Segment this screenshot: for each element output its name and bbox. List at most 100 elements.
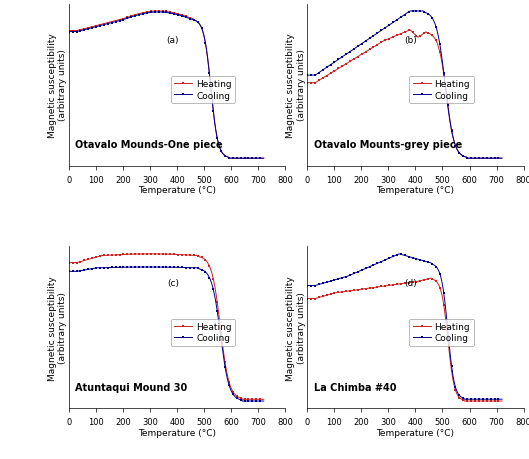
Cooling [434,31,441,36]
Line: Heating: Heating [68,253,265,400]
Cooling [392,19,398,25]
Cooling [392,253,398,259]
Text: Atuntaqui Mound 30: Atuntaqui Mound 30 [75,382,187,392]
Cooling [196,22,203,28]
Cooling [304,283,310,289]
Heating [100,22,106,28]
Heating [392,34,398,39]
Cooling [464,156,470,162]
Heating [419,278,425,283]
Cooling [461,397,468,402]
Heating [147,252,153,257]
Heating [239,397,245,402]
Heating [407,28,413,34]
Cooling [213,300,219,306]
Heating [154,252,160,257]
Cooling [419,9,425,15]
Cooling [304,73,310,78]
Cooling [499,156,505,162]
Text: (a): (a) [167,36,179,45]
Cooling [196,267,203,272]
Cooling [116,19,122,24]
Heating [100,253,106,259]
Text: Otavalo Mounts-grey piece: Otavalo Mounts-grey piece [314,140,462,150]
Line: Heating: Heating [306,30,503,160]
Heating [464,156,470,162]
Heating [451,140,458,145]
X-axis label: Temperature (°C): Temperature (°C) [138,428,216,437]
Heating [196,22,203,28]
Line: Cooling: Cooling [306,253,503,400]
Cooling [261,156,267,162]
Y-axis label: Magnetic susceptibility
(arbitrary units): Magnetic susceptibility (arbitrary units… [48,33,67,138]
Cooling [339,56,345,61]
Heating [155,9,161,15]
Cooling [155,10,161,16]
Cooling [434,266,441,272]
Heating [451,383,458,388]
Cooling [116,265,122,270]
Heating [434,280,441,286]
Y-axis label: Magnetic susceptibility
(arbitrary units): Magnetic susceptibility (arbitrary units… [286,275,306,380]
Legend: Heating, Cooling: Heating, Cooling [409,319,473,346]
Cooling [181,15,187,20]
Line: Cooling: Cooling [68,266,265,402]
Cooling [261,398,267,404]
X-axis label: Temperature (°C): Temperature (°C) [138,185,216,195]
Line: Cooling: Cooling [68,12,265,160]
Y-axis label: Magnetic susceptibility
(arbitrary units): Magnetic susceptibility (arbitrary units… [48,275,67,380]
Line: Heating: Heating [68,11,265,160]
Cooling [354,270,360,275]
Legend: Heating, Cooling: Heating, Cooling [171,319,235,346]
Cooling [66,30,72,35]
Cooling [451,140,458,146]
Legend: Heating, Cooling: Heating, Cooling [171,77,235,104]
Heating [116,18,122,23]
X-axis label: Temperature (°C): Temperature (°C) [377,185,454,195]
Heating [196,254,203,260]
Heating [116,252,122,258]
Heating [154,9,160,15]
Cooling [100,23,106,28]
Text: (c): (c) [167,278,179,287]
Heating [339,65,345,70]
Line: Cooling: Cooling [306,11,503,160]
Heating [434,43,441,48]
Heating [461,398,468,404]
Cooling [339,275,345,281]
Y-axis label: Magnetic susceptibility
(arbitrary units): Magnetic susceptibility (arbitrary units… [286,33,306,138]
Heating [392,282,398,288]
Heating [66,260,72,266]
Cooling [451,380,458,385]
Cooling [225,156,232,162]
Heating [261,156,267,162]
Cooling [66,269,72,274]
Heating [213,129,219,134]
Cooling [144,265,150,270]
Cooling [419,258,425,263]
X-axis label: Temperature (°C): Temperature (°C) [377,428,454,437]
Text: Otavalo Mounds-One piece: Otavalo Mounds-One piece [75,140,223,150]
Heating [419,33,425,38]
Text: (b): (b) [405,36,417,45]
Cooling [213,129,219,134]
Heating [354,55,360,61]
Heating [354,287,360,293]
Cooling [407,9,414,15]
Cooling [354,45,360,50]
Cooling [499,397,505,402]
Heating [261,397,267,402]
Heating [213,291,219,296]
Cooling [154,10,160,16]
Line: Heating: Heating [306,277,503,402]
Cooling [181,265,187,271]
Heating [339,290,345,295]
Cooling [154,265,160,270]
Heating [66,29,72,34]
Heating [181,14,187,19]
Cooling [239,398,245,404]
Heating [499,398,505,404]
Cooling [100,265,106,271]
Text: La Chimba #40: La Chimba #40 [314,382,396,392]
Heating [304,296,310,302]
